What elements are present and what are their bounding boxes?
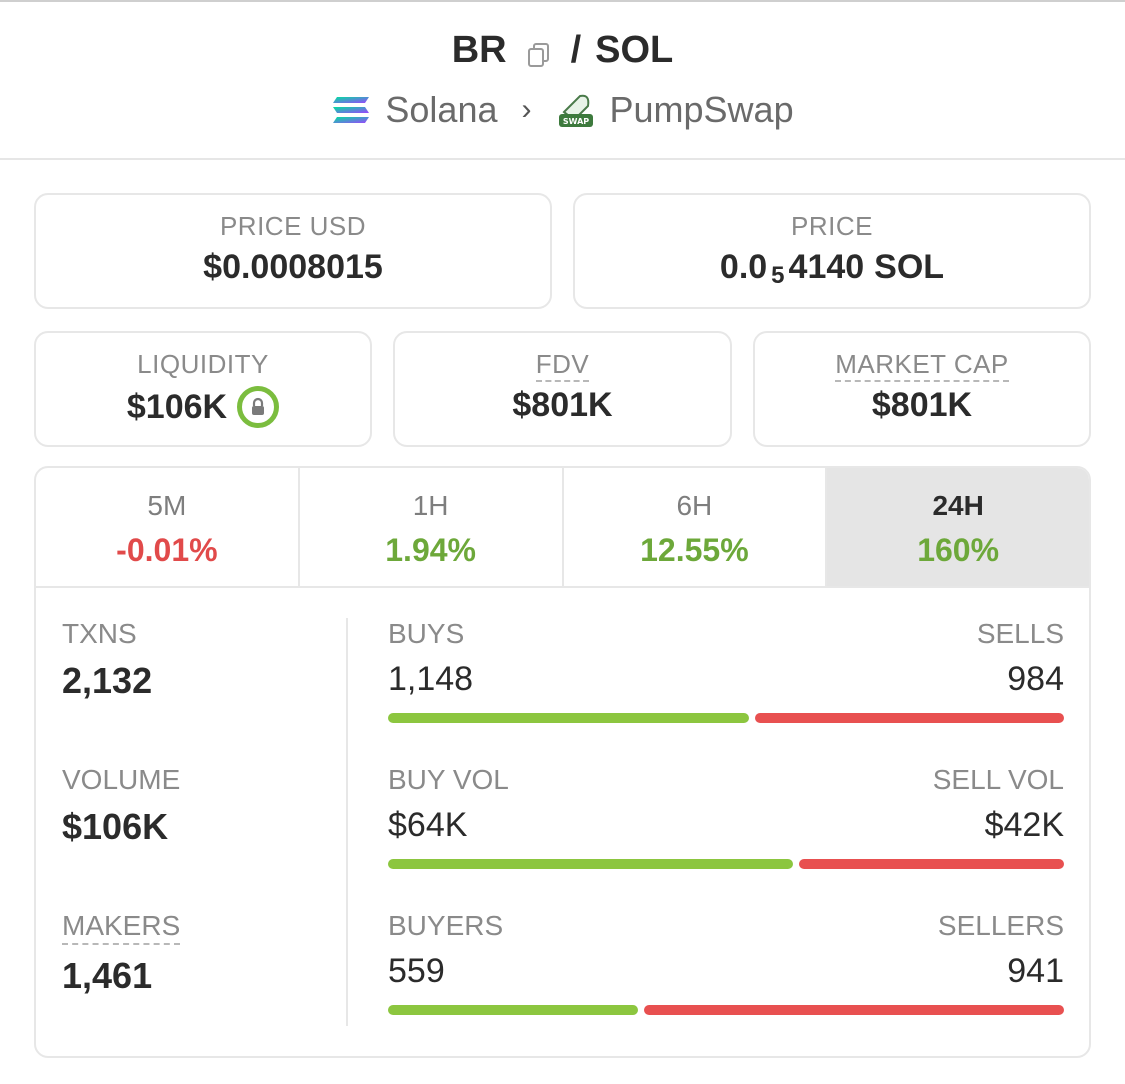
makers-split: BUYERS SELLERS 559 941 xyxy=(388,910,1064,1056)
column-divider xyxy=(346,618,348,1026)
makers-stat: MAKERS 1,461 xyxy=(62,910,342,1056)
sell-bar-fill xyxy=(798,859,1064,869)
liquidity-card: LIQUIDITY $106K xyxy=(34,331,372,447)
tab-5m[interactable]: 5M -0.01% xyxy=(36,468,300,586)
price-native-label: PRICE xyxy=(791,211,873,241)
solana-icon xyxy=(331,95,371,125)
buyers-label: BUYERS xyxy=(388,910,504,941)
liquidity-value: $106K xyxy=(126,387,228,426)
dex-link[interactable]: PumpSwap xyxy=(609,89,794,130)
tab-label: 5M xyxy=(147,490,187,521)
buy-bar-fill xyxy=(388,1005,638,1015)
price-native-value: 0.0 5 4140 SOL xyxy=(575,248,1089,289)
sell-vol-label: SELL VOL xyxy=(932,764,1064,795)
buys-sells-bar xyxy=(388,713,1064,723)
market-cap-label[interactable]: MARKET CAP xyxy=(835,349,1009,382)
price-native-prefix: 0.0 xyxy=(719,248,768,286)
copy-icon[interactable] xyxy=(525,36,553,67)
price-native-zero-count: 5 xyxy=(771,261,785,289)
buys-value: 1,148 xyxy=(388,660,474,698)
tab-6h[interactable]: 6H 12.55% xyxy=(564,468,828,586)
stats-panel: 5M -0.01% 1H 1.94% 6H 12.55% 24H 160% TX… xyxy=(34,466,1091,1058)
price-native-unit: SOL xyxy=(874,248,945,286)
top-border xyxy=(0,0,1125,2)
header-divider xyxy=(0,158,1125,160)
buy-bar-fill xyxy=(388,713,749,723)
volume-split: BUY VOL SELL VOL $64K $42K xyxy=(388,764,1064,910)
volume-label: VOLUME xyxy=(62,764,181,795)
price-usd-label: PRICE USD xyxy=(219,211,367,241)
breadcrumb: Solana › SWAP PumpSwap xyxy=(0,82,1125,138)
svg-text:SWAP: SWAP xyxy=(562,117,588,126)
sell-bar-fill xyxy=(754,713,1064,723)
price-usd-card: PRICE USD $0.0008015 xyxy=(34,193,552,309)
pair-separator: / xyxy=(570,28,582,71)
makers-bar xyxy=(388,1005,1064,1015)
quote-symbol: SOL xyxy=(595,28,674,71)
makers-value: 1,461 xyxy=(62,955,153,996)
makers-label[interactable]: MAKERS xyxy=(62,910,181,945)
price-native-digits: 4140 xyxy=(788,248,865,286)
liquidity-row: $106K xyxy=(36,386,370,428)
tab-label: 24H xyxy=(932,490,984,521)
sell-bar-fill xyxy=(643,1005,1064,1015)
tab-change: 160% xyxy=(917,532,1000,568)
buyers-value: 559 xyxy=(388,952,445,990)
base-symbol: BR xyxy=(451,28,507,71)
tab-label: 1H xyxy=(412,490,449,521)
tab-change: 12.55% xyxy=(640,532,749,568)
buys-label: BUYS xyxy=(388,618,465,649)
timeframe-tabs: 5M -0.01% 1H 1.94% 6H 12.55% 24H 160% xyxy=(36,468,1089,588)
buy-vol-label: BUY VOL xyxy=(388,764,509,795)
sellers-value: 941 xyxy=(1007,952,1064,990)
tab-label: 6H xyxy=(676,490,713,521)
volume-stat: VOLUME $106K xyxy=(62,764,342,910)
sells-value: 984 xyxy=(1007,660,1064,698)
buys-sells-split: BUYS SELLS 1,148 984 xyxy=(388,618,1064,764)
txns-label: TXNS xyxy=(62,618,137,649)
chain-link[interactable]: Solana xyxy=(385,89,498,130)
sell-vol-value: $42K xyxy=(984,806,1064,844)
market-cap-card: MARKET CAP $801K xyxy=(753,331,1091,447)
market-cap-value: $801K xyxy=(871,386,973,424)
volume-value: $106K xyxy=(62,806,169,847)
sellers-label: SELLERS xyxy=(937,910,1064,941)
tab-change: -0.01% xyxy=(116,532,218,568)
price-usd-value: $0.0008015 xyxy=(203,248,383,286)
tab-change: 1.94% xyxy=(385,532,476,568)
fdv-value: $801K xyxy=(512,386,613,424)
price-native-card: PRICE 0.0 5 4140 SOL xyxy=(573,193,1091,309)
tab-24h[interactable]: 24H 160% xyxy=(827,468,1089,586)
pair-header: BR / SOL Solana › SWAP PumpSwap xyxy=(0,22,1125,138)
tab-1h[interactable]: 1H 1.94% xyxy=(300,468,564,586)
volume-bar xyxy=(388,859,1064,869)
sells-label: SELLS xyxy=(976,618,1064,649)
liquidity-label: LIQUIDITY xyxy=(137,349,269,379)
txns-stat: TXNS 2,132 xyxy=(62,618,342,764)
pair-title: BR / SOL xyxy=(0,22,1125,78)
pumpswap-icon: SWAP xyxy=(556,90,596,130)
lock-icon[interactable] xyxy=(237,386,280,428)
chevron-right-icon: › xyxy=(521,93,532,126)
txns-value: 2,132 xyxy=(62,660,153,701)
summary-stats: TXNS 2,132 VOLUME $106K MAKERS 1,461 xyxy=(62,618,342,1056)
buy-vol-value: $64K xyxy=(388,806,468,844)
fdv-card: FDV $801K xyxy=(393,331,732,447)
buy-bar-fill xyxy=(388,859,793,869)
fdv-label[interactable]: FDV xyxy=(535,349,590,382)
split-stats: BUYS SELLS 1,148 984 BUY VOL SELL VOL $6… xyxy=(388,618,1064,1056)
